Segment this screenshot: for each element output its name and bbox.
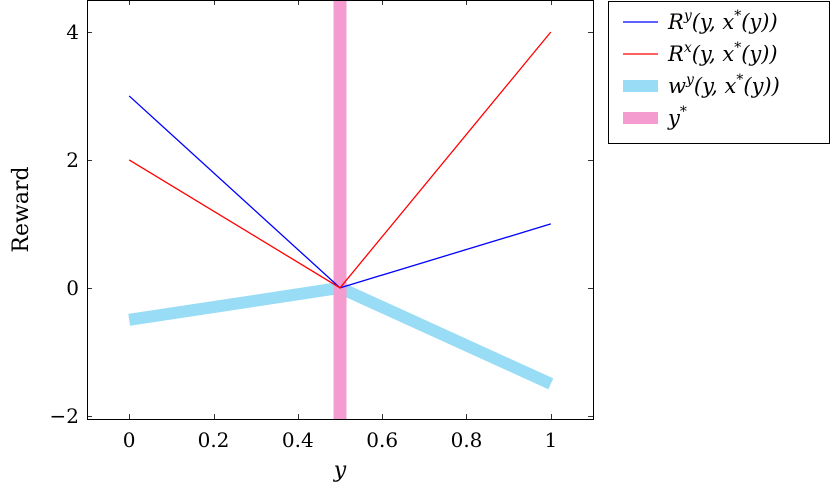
x-tick-label-2: 0.4 — [282, 428, 314, 452]
x-tick-label-0: 0 — [123, 428, 136, 452]
y-tick-label-2: 2 — [66, 148, 79, 172]
x-tick-label-1: 0.2 — [198, 428, 230, 452]
x-tick-label-3: 0.6 — [366, 428, 398, 452]
tick-labels-layer: 0 0.2 0.4 0.6 0.8 1 −2 0 2 4 — [50, 20, 558, 452]
x-tick-label-4: 0.8 — [451, 428, 483, 452]
y-tick-label-1: 0 — [66, 276, 79, 300]
legend-label-3: wy(y, x*(y)) — [668, 72, 780, 98]
legend: Ry(y, x*(y)) Rx(y, x*(y)) wy(y, x*(y)) y* — [608, 1, 830, 144]
y-axis-label: Reward — [9, 166, 34, 252]
marks-layer — [128, 0, 554, 419]
legend-label-1: Ry(y, x*(y)) — [667, 8, 778, 34]
series-line-2 — [128, 31, 552, 289]
ticks-layer — [87, 0, 593, 419]
x-tick-label-5: 1 — [544, 428, 557, 452]
y-tick-label-0: −2 — [50, 404, 79, 428]
plot-frame — [87, 0, 594, 420]
x-axis-label: y — [333, 458, 347, 483]
legend-label-4: y* — [667, 104, 687, 130]
legend-label-2: Rx(y, x*(y)) — [667, 40, 778, 66]
y-tick-label-3: 4 — [66, 20, 79, 44]
